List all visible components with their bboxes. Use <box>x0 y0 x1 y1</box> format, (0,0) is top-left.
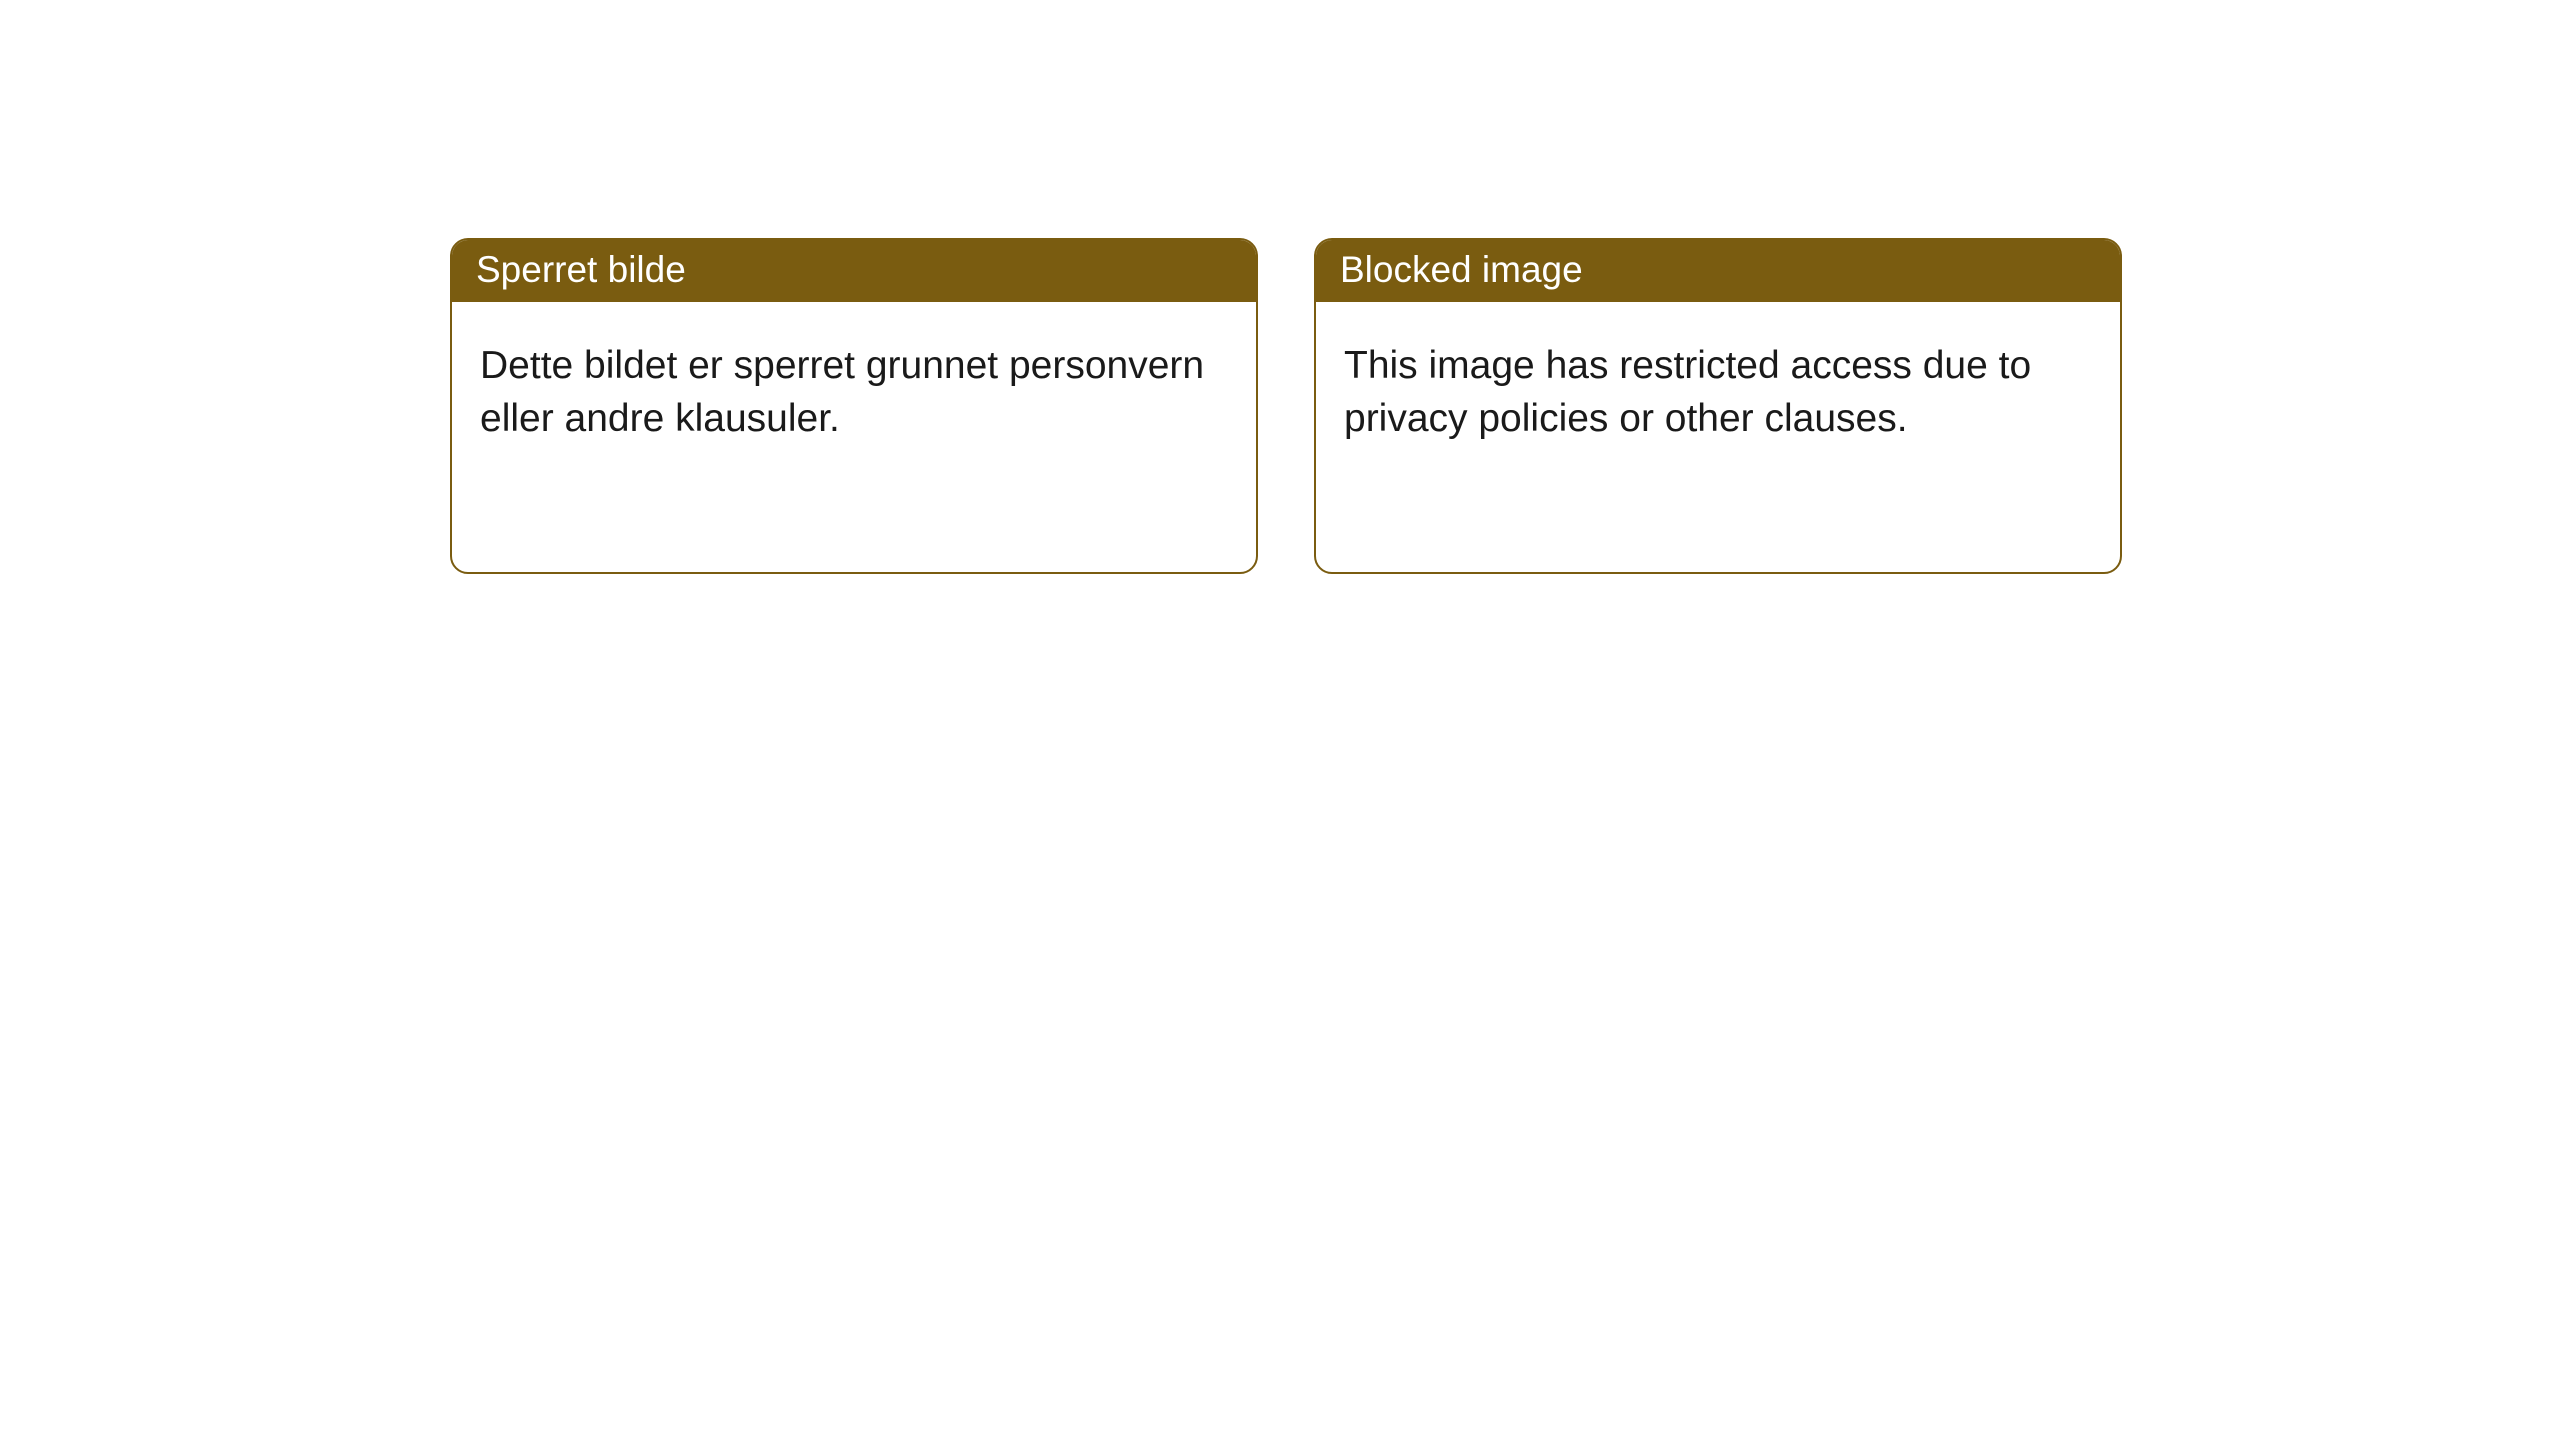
notice-card-english: Blocked image This image has restricted … <box>1314 238 2122 574</box>
notice-card-norwegian: Sperret bilde Dette bildet er sperret gr… <box>450 238 1258 574</box>
notice-title-norwegian: Sperret bilde <box>452 240 1256 302</box>
notice-title-english: Blocked image <box>1316 240 2120 302</box>
notice-body-norwegian: Dette bildet er sperret grunnet personve… <box>452 302 1256 483</box>
notice-body-english: This image has restricted access due to … <box>1316 302 2120 483</box>
notice-container: Sperret bilde Dette bildet er sperret gr… <box>450 238 2122 574</box>
